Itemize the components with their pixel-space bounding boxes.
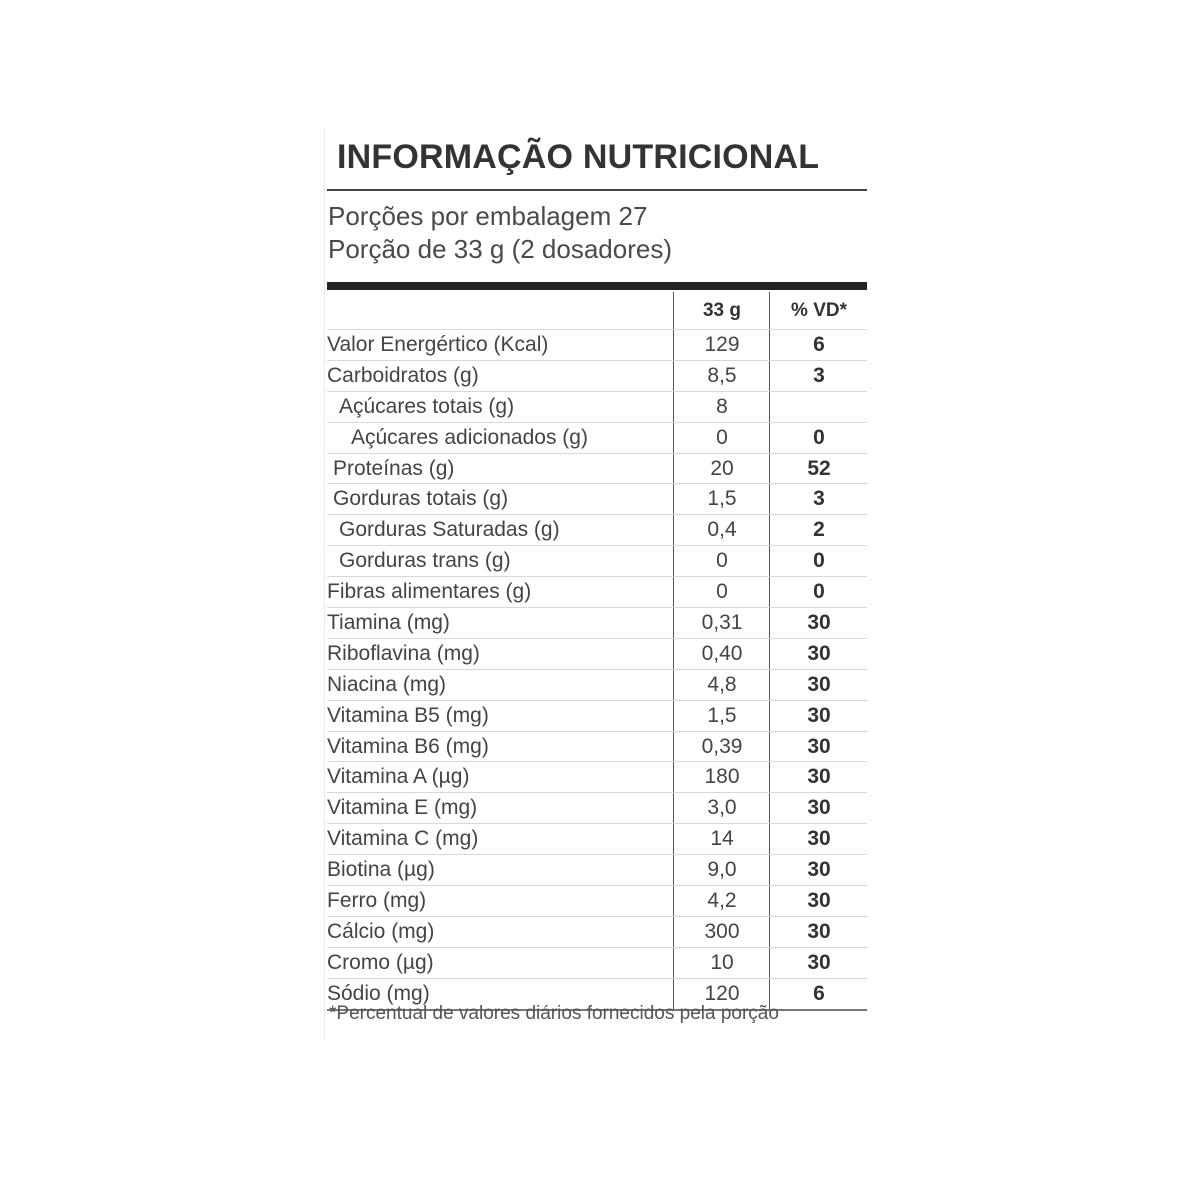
amount: 8,5 xyxy=(673,360,770,391)
amount: 1,5 xyxy=(673,700,770,731)
daily-value: 0 xyxy=(769,546,868,577)
nutrition-label: INFORMAÇÃO NUTRICIONAL Porções por embal… xyxy=(324,128,867,1040)
amount: 0 xyxy=(673,422,770,453)
table-row: Gorduras totais (g) 1,5 3 xyxy=(327,484,868,516)
table-row: Biotina (µg) 9,0 30 xyxy=(327,855,868,887)
amount: 20 xyxy=(673,453,770,484)
daily-value: 0 xyxy=(769,422,868,453)
daily-value: 30 xyxy=(769,886,868,916)
header-amount: 33 g xyxy=(673,292,770,329)
nutrient-name: Cálcio (mg) xyxy=(327,919,435,943)
daily-value: 3 xyxy=(769,484,868,515)
table-row: Tiamina (mg) 0,31 30 xyxy=(327,608,867,639)
daily-value: 3 xyxy=(769,360,868,391)
amount: 0,4 xyxy=(673,515,770,546)
thick-divider xyxy=(327,282,867,290)
daily-value: 30 xyxy=(769,947,868,978)
daily-value: 6 xyxy=(769,978,868,1009)
amount: 3,0 xyxy=(673,793,770,824)
amount: 4,2 xyxy=(673,886,770,916)
serving-size: Porção de 33 g (2 dosadores) xyxy=(328,234,672,264)
nutrient-name: Gorduras totais (g) xyxy=(333,487,509,511)
daily-value: 30 xyxy=(769,824,868,855)
amount: 0,39 xyxy=(673,731,770,762)
daily-value: 30 xyxy=(769,855,868,886)
nutrient-name: Ferro (mg) xyxy=(327,889,427,913)
table-row: Ferro (mg) 4,2 30 xyxy=(327,886,867,917)
amount: 129 xyxy=(673,330,770,360)
nutrient-name: Gorduras trans (g) xyxy=(339,549,511,573)
amount: 1,5 xyxy=(673,484,770,515)
amount: 8 xyxy=(673,391,770,422)
amount: 0 xyxy=(673,577,770,608)
daily-value: 30 xyxy=(769,793,868,824)
amount: 180 xyxy=(673,762,770,793)
table-row: Açúcares adicionados (g) 0 0 xyxy=(327,422,868,454)
header-daily-value: % VD* xyxy=(769,292,868,329)
daily-value xyxy=(769,391,868,422)
amount: 9,0 xyxy=(673,855,770,886)
daily-value: 30 xyxy=(769,916,868,947)
table-header: 33 g % VD* xyxy=(327,292,867,330)
daily-value: 30 xyxy=(769,762,868,793)
nutrient-name: Sódio (mg) xyxy=(327,981,430,1005)
table-row: Proteínas (g) 20 52 xyxy=(327,453,868,485)
nutrient-name: Cromo (µg) xyxy=(327,950,434,974)
amount: 10 xyxy=(673,947,770,978)
daily-value: 52 xyxy=(769,453,868,484)
nutrient-name: Vitamina E (mg) xyxy=(327,796,478,820)
nutrient-name: Biotina (µg) xyxy=(327,858,435,882)
daily-value: 30 xyxy=(769,700,868,731)
table-row: Cálcio (mg) 300 30 xyxy=(327,916,868,948)
nutrient-name: Niacina (mg) xyxy=(327,672,447,696)
table-row: Carboidratos (g) 8,5 3 xyxy=(327,360,868,392)
divider xyxy=(327,189,867,191)
amount: 14 xyxy=(673,824,770,855)
table-row: Vitamina E (mg) 3,0 30 xyxy=(327,793,868,825)
table-row: Vitamina C (mg) 14 30 xyxy=(327,824,868,856)
table-row: Vitamina B6 (mg) 0,39 30 xyxy=(327,731,868,763)
footnote: *Percentual de valores diários fornecido… xyxy=(329,1003,779,1024)
nutrient-name: Proteínas (g) xyxy=(333,456,455,480)
daily-value: 30 xyxy=(769,669,868,700)
amount: 0 xyxy=(673,546,770,577)
daily-value: 30 xyxy=(769,731,868,762)
daily-value: 2 xyxy=(769,515,868,546)
nutrient-name: Vitamina C (mg) xyxy=(327,827,479,851)
nutrient-name: Valor Energértico (Kcal) xyxy=(327,333,549,356)
table-row: Gorduras trans (g) 0 0 xyxy=(327,546,868,578)
nutrient-name: Carboidratos (g) xyxy=(327,363,479,387)
table-row: Fibras alimentares (g) 0 0 xyxy=(327,577,868,609)
nutrient-name: Riboflavina (mg) xyxy=(327,641,480,665)
nutrient-name: Açúcares totais (g) xyxy=(339,394,515,418)
table-row: Riboflavina (mg) 0,40 30 xyxy=(327,638,868,670)
amount: 120 xyxy=(673,978,770,1009)
servings-per-package: Porções por embalagem 27 xyxy=(328,201,648,231)
table-row: Vitamina A (µg) 180 30 xyxy=(327,762,868,794)
label-title: INFORMAÇÃO NUTRICIONAL xyxy=(337,138,820,176)
daily-value: 0 xyxy=(769,577,868,608)
amount: 300 xyxy=(673,916,770,947)
table-row: Cromo (µg) 10 30 xyxy=(327,947,868,979)
table-row: Açúcares totais (g) 8 xyxy=(327,391,868,423)
table-row: Gorduras Saturadas (g) 0,4 2 xyxy=(327,515,868,547)
table-row: Valor Energértico (Kcal) 129 6 xyxy=(327,330,867,361)
daily-value: 30 xyxy=(769,608,868,638)
daily-value: 6 xyxy=(769,330,868,360)
daily-value: 30 xyxy=(769,638,868,669)
nutrition-table: 33 g % VD* Valor Energértico (Kcal) 129 6 C… xyxy=(327,292,867,1011)
nutrient-name: Vitamina B5 (mg) xyxy=(327,703,489,727)
table-row: Niacina (mg) 4,8 30 xyxy=(327,669,868,701)
amount: 4,8 xyxy=(673,669,770,700)
nutrient-name: Tiamina (mg) xyxy=(327,611,450,635)
amount: 0,40 xyxy=(673,638,770,669)
amount: 0,31 xyxy=(673,608,770,638)
nutrient-name: Fibras alimentares (g) xyxy=(327,580,532,604)
nutrient-name: Vitamina A (µg) xyxy=(327,765,470,789)
table-row: Sódio (mg) 120 6 xyxy=(327,978,868,1011)
nutrient-name: Açúcares adicionados (g) xyxy=(351,425,588,449)
nutrient-name: Gorduras Saturadas (g) xyxy=(339,518,560,542)
table-row: Vitamina B5 (mg) 1,5 30 xyxy=(327,700,868,732)
nutrient-name: Vitamina B6 (mg) xyxy=(327,734,489,758)
